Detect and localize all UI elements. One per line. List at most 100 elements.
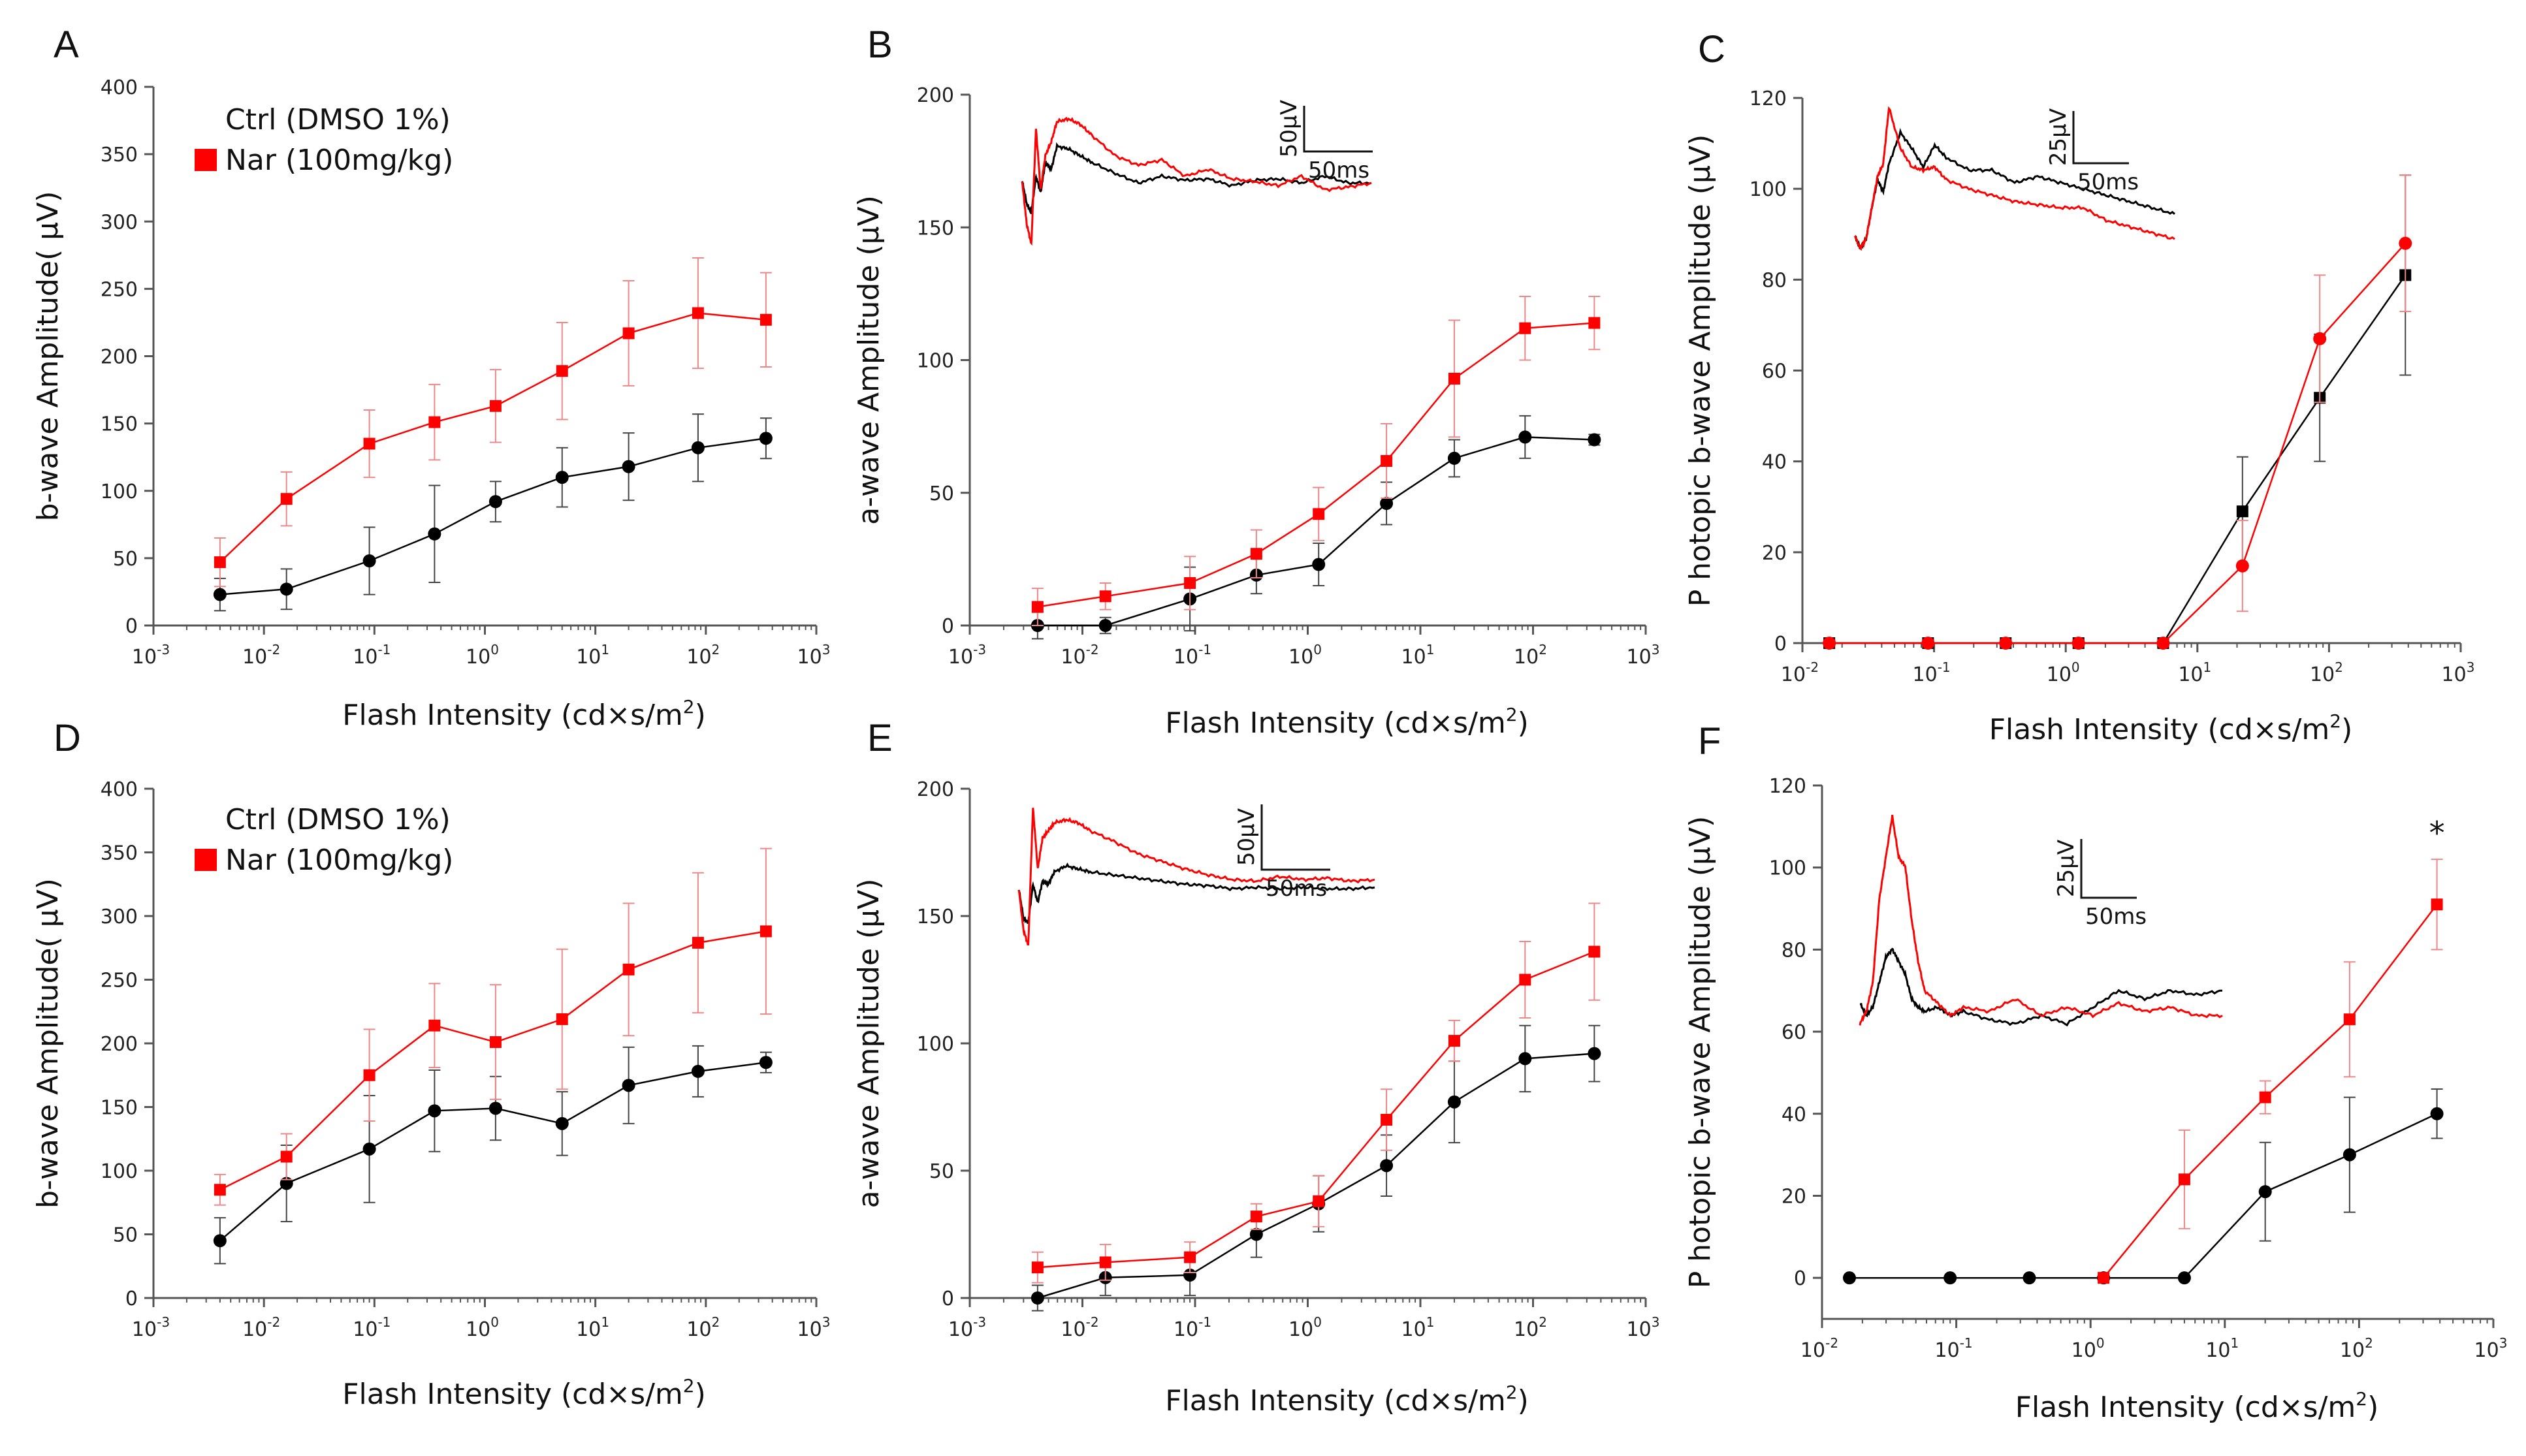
legend-ctrl-label: Ctrl (DMSO 1%) [225, 803, 451, 836]
series-line [1037, 436, 1595, 627]
series-line [1829, 242, 2406, 644]
y-tick-label: 100 [917, 1033, 954, 1056]
data-point [428, 416, 441, 428]
x-tick-label: 103 [2474, 1335, 2508, 1362]
scale-bar-voltage-label: 25µV [2045, 108, 2071, 166]
data-point [1380, 497, 1394, 511]
data-point [280, 1150, 293, 1163]
x-tick-label: 103 [797, 642, 831, 669]
scale-bar-lines [2072, 111, 2129, 165]
data-point [622, 963, 635, 975]
data-point [2178, 1173, 2190, 1186]
scale-bar-lines [1260, 804, 1330, 871]
data-point [488, 1101, 502, 1115]
data-point [2098, 1272, 2110, 1284]
data-point [362, 554, 376, 567]
data-point [1588, 433, 1601, 447]
data-point [428, 1104, 441, 1118]
series-nar [214, 257, 772, 588]
panel-b: B 0 50 100 150 200 10-3 10-2 10-1 100 101 102 103 Fla… [852, 24, 1659, 740]
y-axis-label: b-wave Amplitude( µV) [31, 191, 65, 522]
data-point [1943, 1271, 1957, 1285]
data-point [488, 495, 502, 509]
series-line [1829, 274, 2406, 644]
data-point [622, 460, 635, 473]
x-tick-label: 10-2 [242, 642, 280, 669]
data-point [428, 1019, 441, 1032]
erg-trace-nar [1853, 106, 2175, 251]
data-point [759, 1056, 773, 1069]
y-tick-label: 0 [1774, 633, 1787, 656]
data-point [2156, 637, 2170, 650]
data-point [1031, 1261, 1044, 1274]
erg-inset [1853, 106, 2175, 251]
panel-letter: E [867, 717, 893, 759]
data-point [1098, 619, 1112, 632]
data-point [280, 493, 293, 505]
scale-bar-voltage-label: 50µV [1234, 808, 1260, 866]
y-axis-label: a-wave Amplitude (µV) [852, 879, 886, 1209]
data-point [1249, 1227, 1263, 1241]
y-tick-label: 100 [101, 1160, 138, 1183]
x-tick-label: 10-2 [1061, 1314, 1098, 1341]
y-tick-label: 20 [1782, 1185, 1806, 1208]
y-tick-label: 200 [101, 1033, 138, 1056]
scale-bar-voltage-label: 25µV [2053, 840, 2079, 897]
y-tick-label: 250 [101, 278, 138, 301]
series-nar [1031, 295, 1601, 626]
panel-a: A 0 50 100 150 200 250 300 350 400 10-3 10-2 10-1 100… [31, 24, 830, 732]
data-point [556, 1013, 568, 1025]
data-point [759, 313, 772, 326]
x-tick-label: 10-2 [242, 1314, 280, 1341]
series-nar [2098, 859, 2443, 1284]
x-tick-label: 100 [466, 1314, 499, 1341]
y-axis-label: b-wave Amplitude( µV) [31, 878, 65, 1209]
y-tick-label: 400 [101, 76, 138, 99]
x-tick-label: 103 [1627, 1314, 1660, 1341]
data-point [363, 1069, 376, 1081]
data-point [1823, 637, 1836, 650]
y-tick-label: 0 [125, 1288, 138, 1310]
y-tick-label: 200 [917, 778, 954, 801]
y-tick-label: 50 [113, 1224, 138, 1247]
y-tick-label: 200 [917, 84, 954, 107]
series-ctrl [1823, 174, 2412, 649]
scale-bar-time-label: 50ms [2077, 169, 2139, 195]
legend-nar-label: Nar (100mg/kg) [225, 144, 453, 177]
x-tick-label: 101 [576, 1314, 609, 1341]
x-tick-label: 101 [1401, 642, 1435, 669]
x-axis-label: Flash Intensity (cd×s/m2) [2015, 1388, 2379, 1424]
series-nar [214, 847, 772, 1206]
x-tick-label: 101 [1401, 1314, 1435, 1341]
x-tick-label: 101 [576, 642, 609, 669]
data-point [1031, 601, 1044, 613]
series-line [219, 930, 767, 1191]
data-point [1921, 637, 1935, 650]
erg-trace-ctrl [1860, 947, 2222, 1027]
y-tick-label: 60 [1782, 1021, 1806, 1044]
data-point [1518, 1052, 1532, 1066]
data-point [2022, 1271, 2036, 1285]
x-tick-label: 101 [2205, 1335, 2239, 1362]
x-tick-label: 10-3 [132, 1314, 170, 1341]
y-tick-label: 50 [113, 548, 138, 571]
x-tick-label: 10-1 [1913, 659, 1951, 686]
y-axis-label: P hotopic b-wave Amplitude (µV) [1684, 816, 1717, 1289]
x-tick-label: 10-2 [1061, 642, 1098, 669]
scale-bar-time-label: 50ms [2085, 904, 2147, 930]
series-nar [1031, 902, 1601, 1284]
legend: Ctrl (DMSO 1%) Nar (100mg/kg) [195, 103, 453, 177]
x-tick-label: 10-2 [1781, 659, 1819, 686]
legend-nar-marker [195, 149, 217, 171]
y-tick-label: 150 [917, 217, 954, 240]
data-point [1842, 1271, 1856, 1285]
x-tick-label: 103 [1627, 642, 1660, 669]
panel-letter: F [1698, 720, 1721, 763]
data-point [1312, 558, 1326, 571]
x-tick-label: 10-3 [948, 1314, 986, 1341]
data-point [1519, 322, 1531, 334]
data-point [280, 582, 293, 596]
data-point [1381, 454, 1393, 467]
y-tick-label: 300 [101, 211, 138, 234]
